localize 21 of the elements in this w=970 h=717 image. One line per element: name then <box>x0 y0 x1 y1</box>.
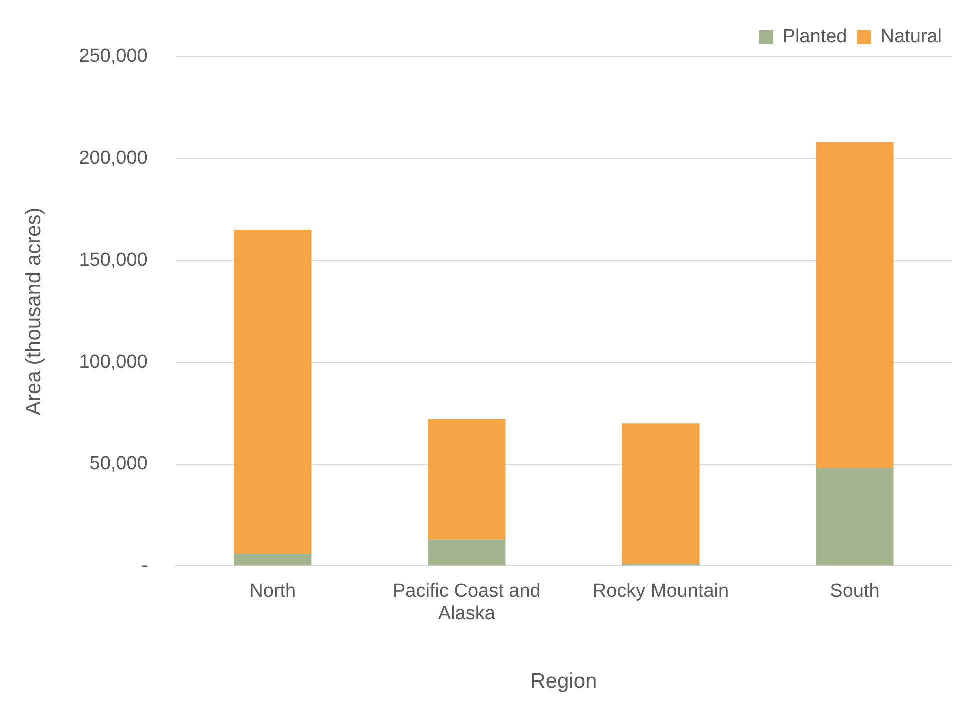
y-tick-label: 150,000 <box>79 250 148 271</box>
y-axis-title: Area (thousand acres) <box>22 208 46 416</box>
y-tick-label: 200,000 <box>79 148 148 170</box>
x-tick-label: Pacific Coast and Alaska <box>392 580 541 625</box>
bar <box>816 468 894 566</box>
bar <box>234 230 312 554</box>
bar <box>234 554 312 566</box>
x-axis-title: Region <box>530 670 598 694</box>
bar <box>622 424 700 564</box>
bar <box>428 540 506 566</box>
y-tick-label: 250,000 <box>79 46 148 68</box>
y-tick-label: 100,000 <box>79 352 148 373</box>
legend-label: Planted <box>782 26 848 48</box>
y-tick-label: 50,000 <box>90 454 148 475</box>
legend-label: Natural <box>880 26 942 48</box>
bar <box>816 142 894 468</box>
x-tick-label: Rocky Mountain <box>592 580 730 602</box>
x-tick-label: South <box>830 580 880 602</box>
bar <box>428 420 506 540</box>
x-tick-label: North <box>250 580 296 602</box>
y-tick-label: - <box>142 555 148 576</box>
